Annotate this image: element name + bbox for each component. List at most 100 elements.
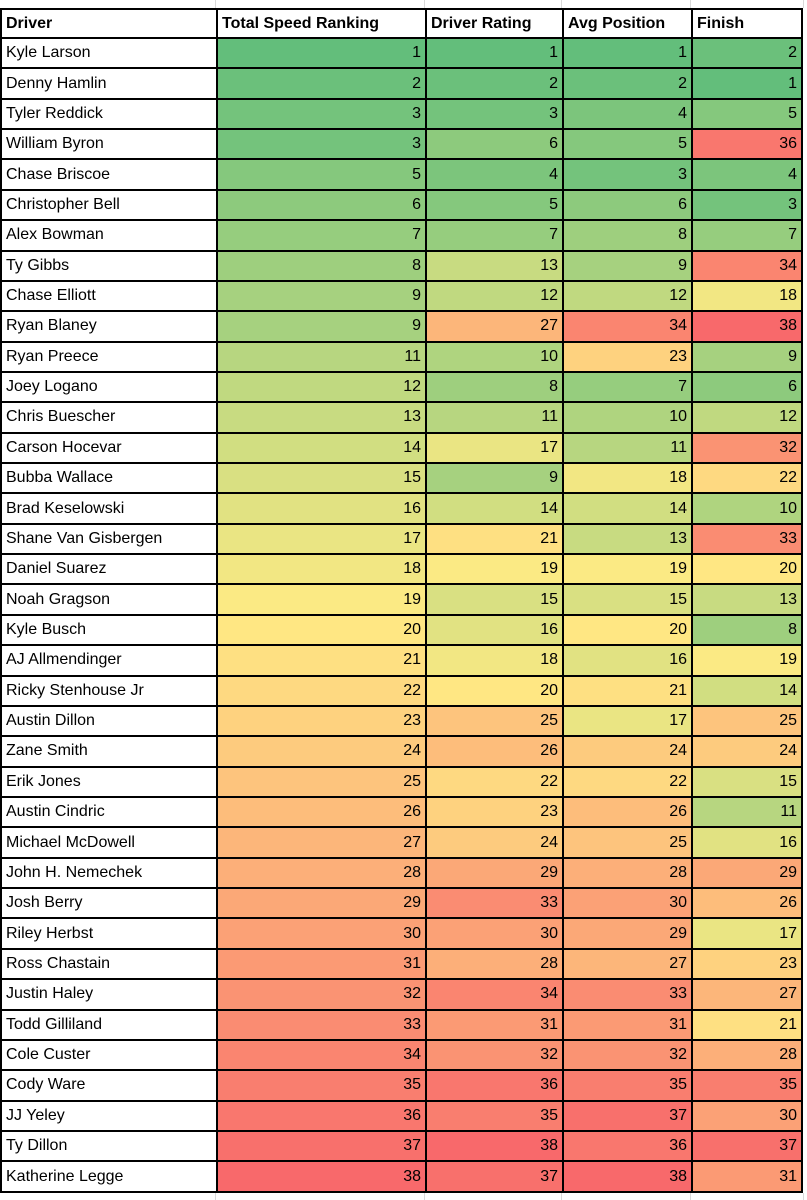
value-cell[interactable]: 33 <box>425 887 564 920</box>
value-cell[interactable]: 16 <box>562 644 693 677</box>
driver-name-cell[interactable]: Chris Buescher <box>0 401 218 434</box>
value-cell[interactable]: 12 <box>425 279 564 313</box>
driver-name-cell[interactable]: Riley Herbst <box>0 917 218 950</box>
value-cell[interactable]: 11 <box>562 431 693 465</box>
value-cell[interactable]: 13 <box>425 249 564 282</box>
value-cell[interactable]: 1 <box>216 36 427 70</box>
value-cell[interactable]: 10 <box>562 401 693 434</box>
driver-name-cell[interactable]: Ty Dillon <box>0 1129 218 1163</box>
value-cell[interactable]: 18 <box>216 553 427 586</box>
value-cell[interactable]: 32 <box>562 1038 693 1072</box>
value-cell[interactable]: 24 <box>216 735 427 768</box>
value-cell[interactable]: 32 <box>425 1038 564 1072</box>
value-cell[interactable]: 24 <box>691 735 803 768</box>
value-cell[interactable]: 3 <box>425 97 564 131</box>
driver-name-cell[interactable]: Erik Jones <box>0 765 218 798</box>
driver-name-cell[interactable]: Ty Gibbs <box>0 249 218 282</box>
value-cell[interactable]: 28 <box>425 947 564 981</box>
value-cell[interactable]: 25 <box>691 704 803 738</box>
value-cell[interactable]: 6 <box>691 370 803 404</box>
value-cell[interactable]: 11 <box>691 795 803 829</box>
driver-name-cell[interactable]: Zane Smith <box>0 735 218 768</box>
value-cell[interactable]: 35 <box>425 1099 564 1132</box>
value-cell[interactable]: 29 <box>216 887 427 920</box>
value-cell[interactable]: 31 <box>562 1008 693 1041</box>
value-cell[interactable]: 10 <box>425 340 564 373</box>
value-cell[interactable]: 26 <box>691 887 803 920</box>
value-cell[interactable]: 33 <box>216 1008 427 1041</box>
value-cell[interactable]: 15 <box>425 583 564 616</box>
value-cell[interactable]: 17 <box>216 522 427 556</box>
value-cell[interactable]: 3 <box>216 128 427 161</box>
driver-name-cell[interactable]: Michael McDowell <box>0 826 218 859</box>
header-total-speed-ranking[interactable]: Total Speed Ranking <box>216 8 427 39</box>
value-cell[interactable]: 2 <box>425 67 564 100</box>
value-cell[interactable]: 24 <box>562 735 693 768</box>
driver-name-cell[interactable]: Daniel Suarez <box>0 553 218 586</box>
value-cell[interactable]: 5 <box>691 97 803 131</box>
value-cell[interactable]: 25 <box>425 704 564 738</box>
value-cell[interactable]: 38 <box>691 310 803 343</box>
value-cell[interactable]: 29 <box>425 856 564 890</box>
value-cell[interactable]: 27 <box>562 947 693 981</box>
value-cell[interactable]: 37 <box>216 1129 427 1163</box>
value-cell[interactable]: 25 <box>216 765 427 798</box>
driver-name-cell[interactable]: Tyler Reddick <box>0 97 218 131</box>
value-cell[interactable]: 11 <box>216 340 427 373</box>
value-cell[interactable]: 35 <box>691 1069 803 1102</box>
driver-name-cell[interactable]: Alex Bowman <box>0 219 218 252</box>
value-cell[interactable]: 30 <box>216 917 427 950</box>
value-cell[interactable]: 3 <box>216 97 427 131</box>
value-cell[interactable]: 27 <box>216 826 427 859</box>
value-cell[interactable]: 26 <box>425 735 564 768</box>
value-cell[interactable]: 17 <box>691 917 803 950</box>
value-cell[interactable]: 21 <box>216 644 427 677</box>
value-cell[interactable]: 23 <box>425 795 564 829</box>
value-cell[interactable]: 20 <box>425 674 564 707</box>
value-cell[interactable]: 5 <box>425 188 564 222</box>
value-cell[interactable]: 13 <box>691 583 803 616</box>
driver-name-cell[interactable]: Kyle Larson <box>0 36 218 70</box>
header-avg-position[interactable]: Avg Position <box>562 8 693 39</box>
driver-name-cell[interactable]: John H. Nemechek <box>0 856 218 890</box>
driver-name-cell[interactable]: Josh Berry <box>0 887 218 920</box>
value-cell[interactable]: 8 <box>216 249 427 282</box>
value-cell[interactable]: 36 <box>216 1099 427 1132</box>
value-cell[interactable]: 5 <box>216 158 427 191</box>
value-cell[interactable]: 31 <box>425 1008 564 1041</box>
driver-name-cell[interactable]: Kyle Busch <box>0 613 218 647</box>
value-cell[interactable]: 12 <box>216 370 427 404</box>
value-cell[interactable]: 10 <box>691 492 803 525</box>
value-cell[interactable]: 12 <box>691 401 803 434</box>
value-cell[interactable]: 16 <box>216 492 427 525</box>
value-cell[interactable]: 30 <box>691 1099 803 1132</box>
value-cell[interactable]: 28 <box>691 1038 803 1072</box>
driver-name-cell[interactable]: Chase Briscoe <box>0 158 218 191</box>
value-cell[interactable]: 6 <box>562 188 693 222</box>
driver-name-cell[interactable]: Christopher Bell <box>0 188 218 222</box>
value-cell[interactable]: 8 <box>425 370 564 404</box>
value-cell[interactable]: 3 <box>691 188 803 222</box>
driver-name-cell[interactable]: Todd Gilliland <box>0 1008 218 1041</box>
value-cell[interactable]: 6 <box>216 188 427 222</box>
value-cell[interactable]: 37 <box>691 1129 803 1163</box>
value-cell[interactable]: 34 <box>691 249 803 282</box>
value-cell[interactable]: 14 <box>216 431 427 465</box>
value-cell[interactable]: 16 <box>425 613 564 647</box>
value-cell[interactable]: 2 <box>562 67 693 100</box>
value-cell[interactable]: 28 <box>562 856 693 890</box>
value-cell[interactable]: 38 <box>562 1160 693 1193</box>
value-cell[interactable]: 9 <box>216 279 427 313</box>
value-cell[interactable]: 30 <box>425 917 564 950</box>
value-cell[interactable]: 34 <box>216 1038 427 1072</box>
value-cell[interactable]: 21 <box>425 522 564 556</box>
value-cell[interactable]: 30 <box>562 887 693 920</box>
value-cell[interactable]: 7 <box>216 219 427 252</box>
value-cell[interactable]: 19 <box>562 553 693 586</box>
header-driver-rating[interactable]: Driver Rating <box>425 8 564 39</box>
value-cell[interactable]: 1 <box>562 36 693 70</box>
driver-name-cell[interactable]: AJ Allmendinger <box>0 644 218 677</box>
driver-name-cell[interactable]: Denny Hamlin <box>0 67 218 100</box>
value-cell[interactable]: 18 <box>691 279 803 313</box>
value-cell[interactable]: 29 <box>562 917 693 950</box>
